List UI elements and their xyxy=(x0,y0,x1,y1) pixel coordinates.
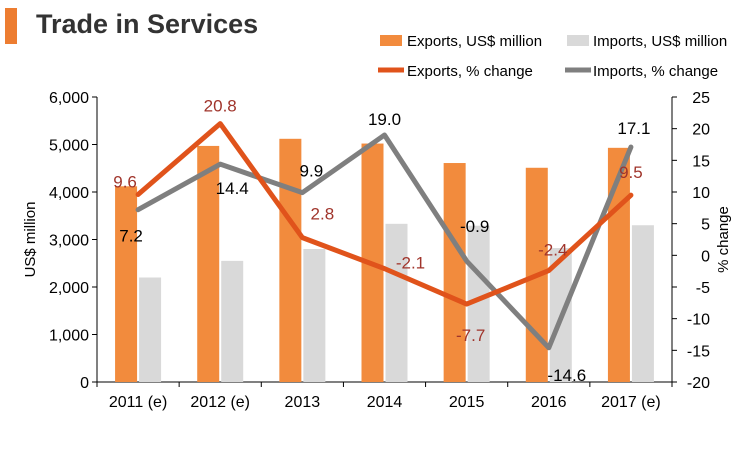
exports-bar xyxy=(443,163,466,382)
legend-exports-bar-swatch xyxy=(380,35,402,46)
imports-change-data-label: -14.6 xyxy=(547,366,586,385)
right-y-axis-title: % change xyxy=(715,206,732,273)
legend-imports-bar-label: Imports, US$ million xyxy=(593,33,727,50)
exports-bar xyxy=(115,186,138,382)
imports-bar xyxy=(303,249,326,382)
x-tick-label: 2017 (e) xyxy=(601,394,661,411)
right-y-tick-label: -5 xyxy=(696,280,710,297)
imports-bar xyxy=(385,223,408,382)
right-y-tick-label: -20 xyxy=(687,375,710,392)
right-y-tick-label: 5 xyxy=(701,217,710,234)
exports-bar xyxy=(197,145,220,382)
exports-change-data-label: 20.8 xyxy=(204,97,237,116)
imports-bar xyxy=(139,277,162,382)
right-y-tick-label: 25 xyxy=(692,90,710,107)
imports-change-data-label: 19.0 xyxy=(368,110,401,129)
imports-change-data-label: 14.4 xyxy=(216,179,249,198)
imports-change-line xyxy=(135,132,634,351)
exports-change-data-label: 9.6 xyxy=(113,173,137,192)
right-y-tick-label: 15 xyxy=(692,153,710,170)
exports-change-line xyxy=(135,121,634,307)
right-y-tick-label: -10 xyxy=(687,312,710,329)
imports-change-data-label: -0.9 xyxy=(460,217,489,236)
exports-change-data-label: -2.1 xyxy=(396,254,425,273)
left-y-tick-label: 4,000 xyxy=(49,185,89,202)
legend-imports-bar-swatch xyxy=(567,35,589,46)
title-accent-bar xyxy=(5,8,17,44)
chart-title: Trade in Services xyxy=(36,9,259,39)
imports-change-data-label: 9.9 xyxy=(300,162,324,181)
x-tick-label: 2011 (e) xyxy=(109,394,167,411)
exports-bar xyxy=(279,138,302,382)
legend-imports-line-label: Imports, % change xyxy=(593,63,718,80)
left-y-tick-label: 6,000 xyxy=(49,90,89,107)
exports-change-data-label: -7.7 xyxy=(456,326,485,345)
imports-change-data-label: 17.1 xyxy=(617,119,650,138)
x-tick-label: 2013 xyxy=(285,394,321,411)
exports-change-data-label: -2.4 xyxy=(538,241,567,260)
legend-exports-bar-label: Exports, US$ million xyxy=(407,33,542,50)
left-y-tick-label: 2,000 xyxy=(49,280,89,297)
imports-bar xyxy=(631,225,654,382)
exports-bar xyxy=(607,147,630,382)
right-y-tick-label: -15 xyxy=(687,343,710,360)
x-tick-label: 2015 xyxy=(449,394,485,411)
exports-change-data-label: 2.8 xyxy=(311,205,335,224)
imports-change-data-label: 7.2 xyxy=(119,227,143,246)
imports-bar xyxy=(221,260,244,382)
x-tick-label: 2016 xyxy=(531,394,567,411)
legend-exports-line-label: Exports, % change xyxy=(407,63,533,80)
right-y-tick-label: 0 xyxy=(701,248,710,265)
x-tick-label: 2014 xyxy=(367,394,403,411)
exports-change-data-label: 9.5 xyxy=(619,163,643,182)
left-y-tick-label: 3,000 xyxy=(49,233,89,250)
left-y-tick-label: 1,000 xyxy=(49,328,89,345)
right-y-tick-label: 20 xyxy=(692,122,710,139)
x-tick-label: 2012 (e) xyxy=(190,394,250,411)
left-y-tick-label: 0 xyxy=(80,375,89,392)
right-y-tick-label: 10 xyxy=(692,185,710,202)
left-y-tick-label: 5,000 xyxy=(49,138,89,155)
left-y-axis-title: US$ million xyxy=(22,202,39,278)
